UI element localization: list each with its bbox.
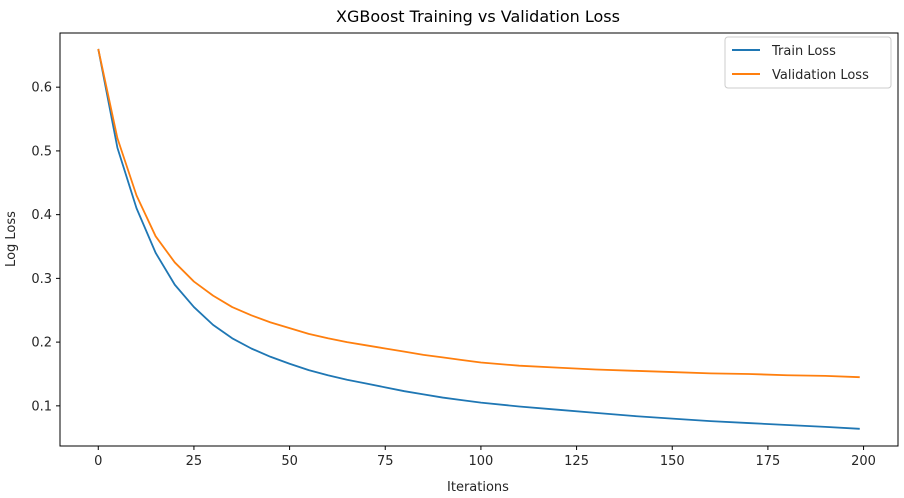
chart-title: XGBoost Training vs Validation Loss (336, 7, 620, 26)
y-axis-title: Log Loss (4, 211, 19, 267)
x-tick-label: 25 (186, 454, 203, 469)
legend: Train Loss Validation Loss (724, 36, 892, 89)
y-tick-label: 0.2 (31, 336, 52, 351)
x-tick-label: 100 (468, 454, 493, 469)
legend-box (724, 36, 892, 89)
x-tick-label: 175 (755, 454, 780, 469)
plot-area (97, 48, 860, 430)
axes-frame (59, 32, 899, 447)
series-line-train-loss (97, 48, 860, 430)
x-tick-label: 125 (564, 454, 589, 469)
x-tick-label: 75 (377, 454, 394, 469)
x-tick-label: 50 (281, 454, 298, 469)
series-line-validation-loss (97, 48, 860, 379)
x-tick-label: 0 (94, 454, 102, 469)
x-axis: 0 25 50 75 100 125 150 175 200 (94, 446, 876, 469)
x-tick-label: 200 (851, 454, 876, 469)
x-tick-label: 150 (660, 454, 685, 469)
x-axis-title: Iterations (447, 480, 509, 495)
y-tick-label: 0.1 (31, 399, 52, 414)
y-tick-label: 0.5 (31, 144, 52, 159)
legend-label-validation-loss: Validation Loss (772, 68, 869, 83)
y-axis: 0.1 0.2 0.3 0.4 0.5 0.6 (31, 81, 60, 414)
y-tick-label: 0.6 (31, 81, 52, 96)
y-tick-label: 0.3 (31, 272, 52, 287)
y-tick-label: 0.4 (31, 208, 52, 223)
legend-label-train-loss: Train Loss (771, 44, 836, 59)
